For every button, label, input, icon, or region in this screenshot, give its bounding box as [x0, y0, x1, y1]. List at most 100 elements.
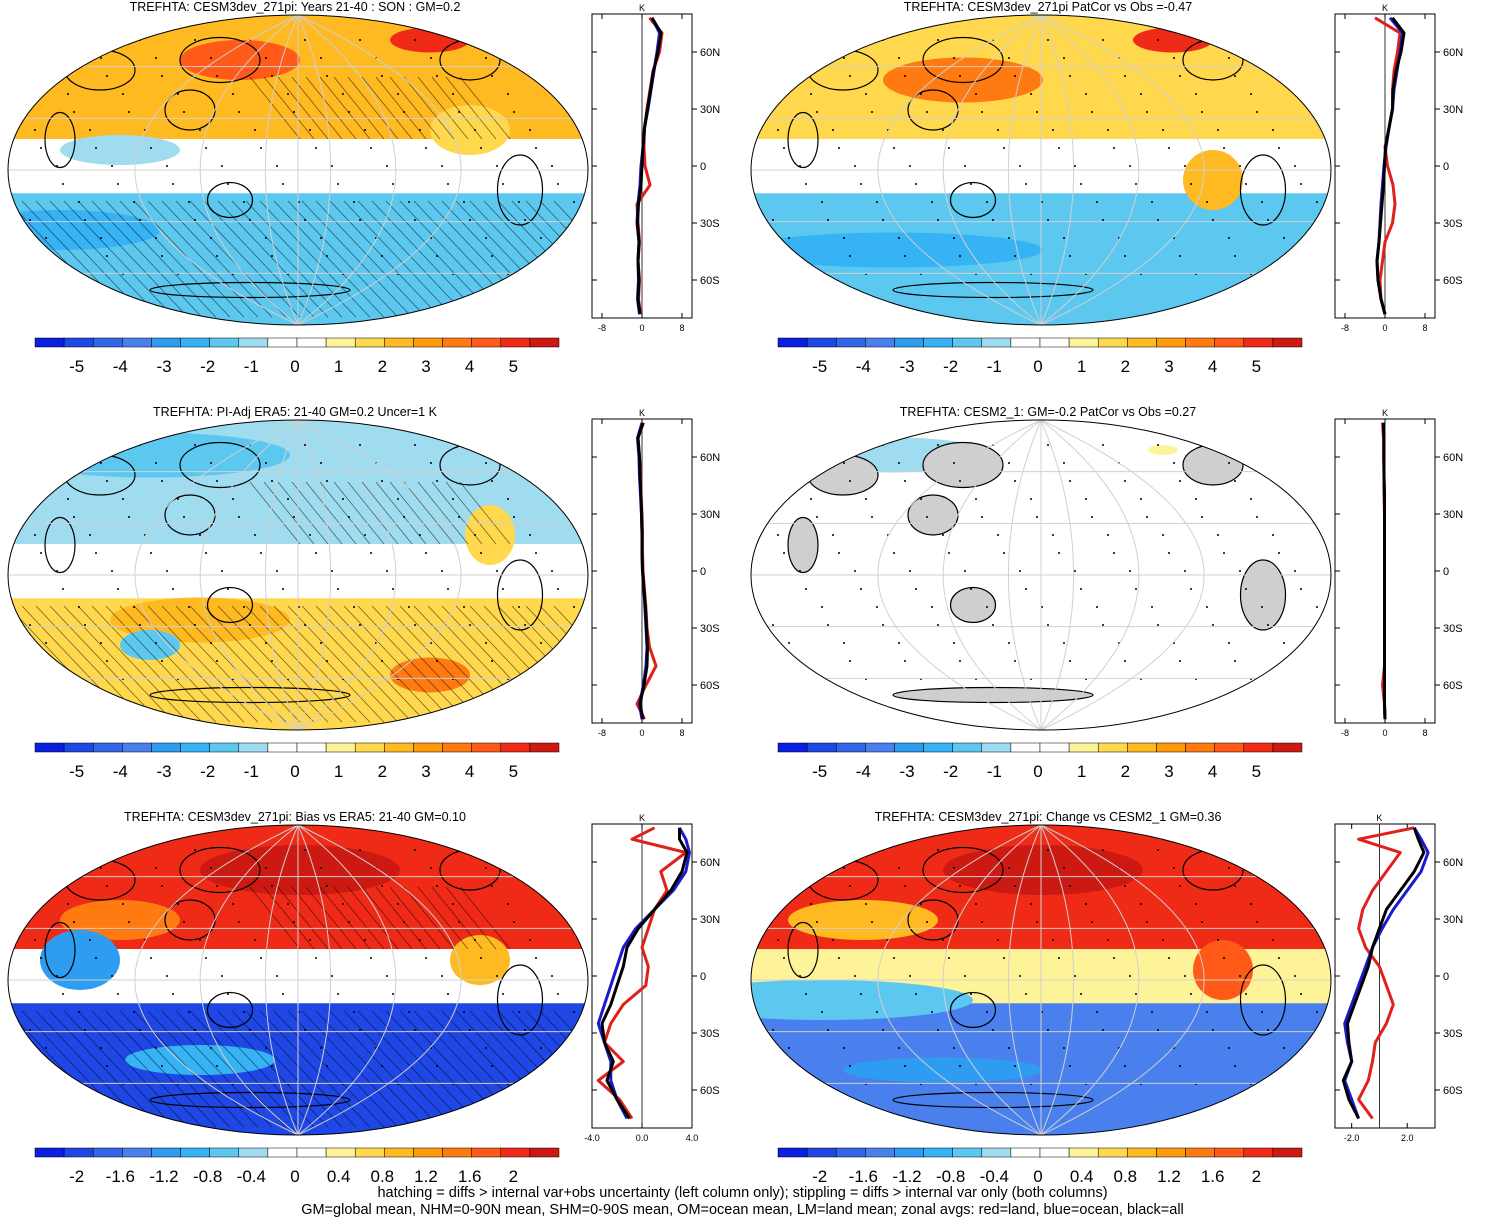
- hatch-line: [361, 76, 413, 140]
- colorbar-label: 1: [1077, 762, 1086, 781]
- stipple-dot: [441, 165, 443, 167]
- stipple-dot: [122, 498, 124, 500]
- stipple-dot: [199, 129, 201, 131]
- colorbar-swatch: [267, 337, 298, 348]
- stipple-dot: [1058, 147, 1060, 149]
- stipple-dot: [271, 480, 273, 482]
- stipple-dot: [491, 1065, 493, 1067]
- stipple-dot: [794, 660, 796, 662]
- stipple-dot: [271, 75, 273, 77]
- stipple-dot: [1283, 867, 1285, 869]
- stipple-dot: [805, 183, 807, 185]
- colorbar-swatch: [894, 742, 924, 753]
- stipple-dot: [56, 975, 58, 977]
- stipple-dot: [1069, 75, 1071, 77]
- colorbar-swatch: [1010, 742, 1041, 753]
- graticule-meridian: [1040, 825, 1075, 1135]
- stipple-dot: [805, 588, 807, 590]
- stipple-dot: [551, 975, 553, 977]
- world-map: [750, 419, 1332, 731]
- stipple-dot: [304, 39, 306, 41]
- hatch-line: [245, 200, 357, 318]
- zonal-xtick-label: 8: [1422, 728, 1427, 738]
- hatch-line: [357, 200, 469, 318]
- hatch-line: [389, 886, 441, 950]
- map-field: [751, 825, 1331, 1135]
- stipple-dot: [1305, 273, 1307, 275]
- stipple-dot: [150, 957, 152, 959]
- stipple-dot: [414, 219, 416, 221]
- stipple-dot: [106, 660, 108, 662]
- zonal-mean-plot: K 60N 30N 0 30S 60S -8 0 8: [1334, 3, 1463, 333]
- hatch-line: [189, 605, 301, 723]
- stipple-dot: [1080, 183, 1082, 185]
- stipple-dot: [502, 588, 504, 590]
- stipple-dot: [915, 588, 917, 590]
- map-anomaly-region: [60, 900, 180, 940]
- zonal-ytick-label: 60N: [1443, 452, 1463, 464]
- stipple-dot: [1129, 975, 1131, 977]
- graticule-meridian: [1040, 15, 1075, 325]
- stipple-dot: [931, 1011, 933, 1013]
- stipple-dot: [1102, 849, 1104, 851]
- hatch-line: [459, 481, 511, 545]
- stipple-dot: [260, 957, 262, 959]
- stipple-dot: [1278, 147, 1280, 149]
- stipple-dot: [1157, 219, 1159, 221]
- stipple-dot: [337, 183, 339, 185]
- stipple-dot: [1300, 183, 1302, 185]
- land-outline: [149, 1091, 351, 1109]
- stipple-dot: [419, 534, 421, 536]
- stipple-dot: [436, 75, 438, 77]
- zonal-xtick-label: 0.0: [636, 1133, 649, 1143]
- land-outline: [179, 846, 261, 894]
- stipple-dot: [243, 606, 245, 608]
- stipple-dot: [276, 165, 278, 167]
- stipple-dot: [359, 219, 361, 221]
- stipple-dot: [997, 939, 999, 941]
- zonal-ytick-label: 30S: [700, 623, 720, 635]
- stipple-dot: [463, 201, 465, 203]
- zonal-ytick-label: 0: [700, 971, 706, 983]
- hatch-line: [105, 200, 217, 318]
- stipple-dot: [948, 147, 950, 149]
- colorbar-label: -2: [812, 1167, 827, 1186]
- colorbar-swatch: [1214, 337, 1245, 348]
- stipple-dot: [304, 219, 306, 221]
- hatch-line: [459, 886, 511, 950]
- graticule-meridian: [134, 825, 299, 1135]
- colorbar-swatch: [1068, 1147, 1099, 1158]
- stipple-dot: [827, 39, 829, 41]
- stipple-dot: [849, 75, 851, 77]
- stipple-dot: [1289, 885, 1291, 887]
- stipple-dot: [1228, 57, 1230, 59]
- stipple-dot: [937, 1029, 939, 1031]
- stipple-dot: [1124, 255, 1126, 257]
- colorbar-swatch: [384, 337, 414, 348]
- colorbar-swatch: [1272, 742, 1303, 753]
- stipple-dot: [920, 93, 922, 95]
- stipple-dot: [1003, 147, 1005, 149]
- stipple-dot: [100, 642, 102, 644]
- stipple-dot: [1162, 534, 1164, 536]
- stipple-dot: [1008, 57, 1010, 59]
- stipple-dot: [161, 480, 163, 482]
- stipple-dot: [854, 975, 856, 977]
- stipple-dot: [309, 534, 311, 536]
- stipple-dot: [271, 660, 273, 662]
- colorbar-swatch: [63, 1147, 94, 1158]
- stipple-dot: [1201, 921, 1203, 923]
- stipple-dot: [342, 93, 344, 95]
- zonal-xtick-label: 2.0: [1401, 1133, 1414, 1143]
- stipple-dot: [265, 867, 267, 869]
- stipple-dot: [414, 1029, 416, 1031]
- land-outline: [949, 181, 997, 219]
- stipple-dot: [1195, 498, 1197, 500]
- land-outline: [1182, 444, 1244, 486]
- stipple-dot: [827, 849, 829, 851]
- colorbar-swatch: [952, 742, 983, 753]
- hatch-line: [333, 481, 385, 545]
- hatch-line: [161, 200, 273, 318]
- map-anomaly-region: [390, 27, 470, 53]
- land-outline: [787, 921, 819, 979]
